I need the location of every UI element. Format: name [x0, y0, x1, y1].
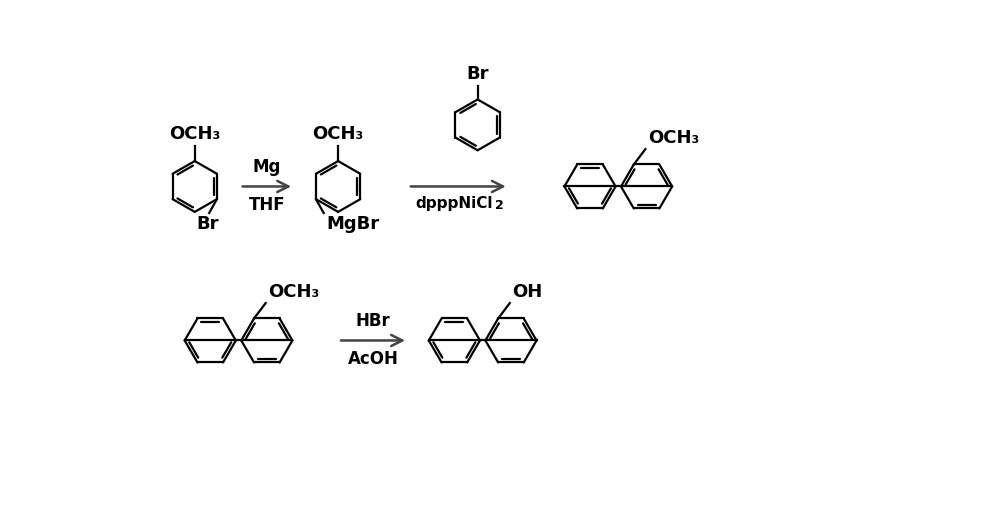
Text: OCH₃: OCH₃: [169, 125, 220, 143]
Text: OCH₃: OCH₃: [648, 129, 699, 147]
Text: OH: OH: [512, 283, 542, 301]
Text: HBr: HBr: [356, 312, 390, 331]
Text: THF: THF: [249, 197, 285, 214]
Text: 2: 2: [495, 199, 503, 212]
Text: dpppNiCl: dpppNiCl: [416, 197, 493, 211]
Text: OCH₃: OCH₃: [312, 125, 364, 143]
Text: AcOH: AcOH: [348, 351, 398, 368]
Text: Br: Br: [466, 66, 489, 83]
Text: OCH₃: OCH₃: [268, 283, 319, 301]
Text: MgBr: MgBr: [327, 214, 380, 233]
Text: Mg: Mg: [253, 158, 281, 176]
Text: Br: Br: [196, 214, 219, 233]
